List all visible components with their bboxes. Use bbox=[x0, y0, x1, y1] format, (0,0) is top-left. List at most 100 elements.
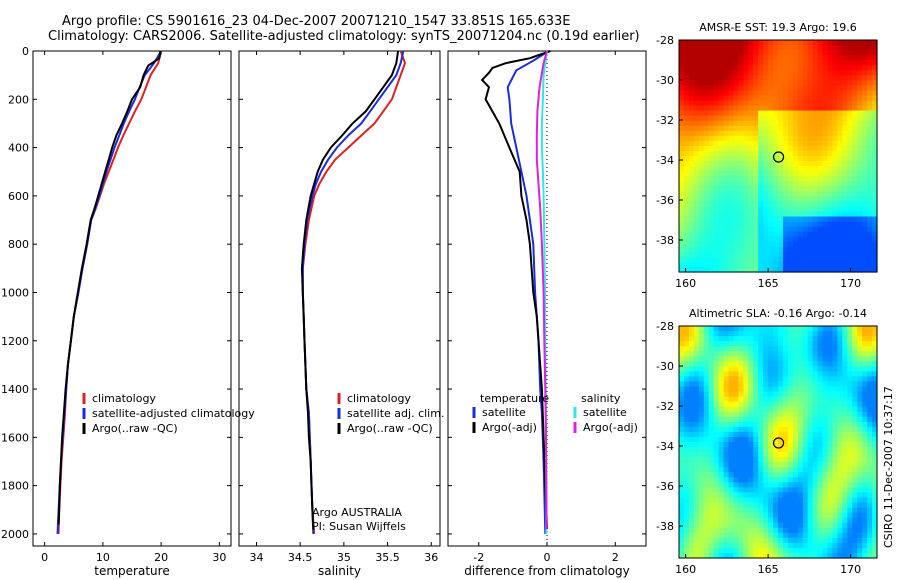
map-cell bbox=[797, 462, 804, 468]
map-cell bbox=[679, 436, 685, 443]
map-cell bbox=[723, 341, 730, 347]
map-cell bbox=[733, 411, 739, 418]
map-cell bbox=[763, 341, 769, 347]
map-cell bbox=[867, 331, 873, 337]
map-cell bbox=[867, 371, 873, 378]
map-cell bbox=[862, 65, 868, 71]
map-cell bbox=[852, 502, 858, 509]
map-title: Altimetric SLA: -0.16 Argo: -0.14 bbox=[689, 307, 867, 320]
map-cell bbox=[753, 502, 759, 509]
map-cell bbox=[817, 211, 824, 218]
map-cell bbox=[733, 497, 739, 504]
map-cell bbox=[847, 497, 853, 504]
map-cell bbox=[847, 166, 853, 172]
map-cell bbox=[778, 391, 784, 398]
map-cell bbox=[852, 436, 858, 443]
map-cell bbox=[713, 447, 720, 453]
map-cell bbox=[703, 211, 710, 218]
map-cell bbox=[857, 266, 863, 273]
map-cell bbox=[797, 226, 804, 233]
map-cell bbox=[807, 191, 814, 197]
map-cell bbox=[683, 336, 690, 342]
map-cell bbox=[812, 231, 819, 238]
map-cell bbox=[817, 537, 824, 544]
map-cell bbox=[857, 447, 863, 453]
map-cell bbox=[817, 226, 824, 233]
map-cell bbox=[703, 181, 710, 187]
map-cell bbox=[792, 411, 799, 418]
map-cell bbox=[778, 462, 784, 468]
map-cell bbox=[753, 261, 759, 268]
map-cell bbox=[822, 211, 829, 218]
map-cell bbox=[837, 75, 843, 81]
map-cell bbox=[778, 416, 784, 423]
map-cell bbox=[693, 341, 700, 347]
map-cell bbox=[802, 125, 809, 132]
map-cell bbox=[758, 145, 764, 152]
map-cell bbox=[867, 166, 873, 172]
map-cell bbox=[787, 231, 794, 238]
map-cell bbox=[837, 472, 843, 478]
map-cell bbox=[718, 431, 725, 438]
map-cell bbox=[773, 411, 779, 418]
map-cell bbox=[842, 386, 848, 393]
map-cell bbox=[822, 482, 829, 488]
x-tick-label: 170 bbox=[840, 563, 861, 576]
map-cell bbox=[787, 527, 794, 534]
map-cell bbox=[787, 45, 794, 51]
map-cell bbox=[698, 110, 705, 117]
map-cell bbox=[738, 261, 744, 268]
map-cell bbox=[679, 181, 685, 187]
map-cell bbox=[758, 467, 764, 473]
map-cell bbox=[832, 125, 838, 132]
map-cell bbox=[733, 181, 739, 187]
x-tick-label: 165 bbox=[758, 277, 779, 290]
map-cell bbox=[728, 396, 735, 403]
map-cell bbox=[773, 130, 779, 137]
map-cell bbox=[778, 85, 784, 92]
map-cell bbox=[738, 346, 744, 352]
map-cell bbox=[872, 426, 878, 433]
map-cell bbox=[708, 236, 715, 243]
map-cell bbox=[758, 381, 764, 388]
map-cell bbox=[812, 130, 819, 137]
map-cell bbox=[758, 457, 764, 463]
map-cell bbox=[683, 161, 690, 167]
map-cell bbox=[738, 391, 744, 398]
map-cell bbox=[832, 231, 838, 238]
map-cell bbox=[768, 115, 774, 122]
map-cell bbox=[708, 145, 715, 152]
map-cell bbox=[753, 115, 759, 122]
map-cell bbox=[753, 156, 759, 162]
map-cell bbox=[753, 236, 759, 243]
map-cell bbox=[832, 542, 838, 549]
map-cell bbox=[807, 45, 814, 51]
map-cell bbox=[723, 391, 730, 398]
map-cell bbox=[827, 341, 834, 347]
map-cell bbox=[688, 547, 695, 554]
map-cell bbox=[862, 457, 868, 463]
map-cell bbox=[733, 406, 739, 413]
map-cell bbox=[753, 381, 759, 388]
map-cell bbox=[738, 176, 744, 182]
map-cell bbox=[683, 371, 690, 378]
map-cell bbox=[857, 487, 863, 494]
map-cell bbox=[748, 206, 754, 213]
map-cell bbox=[713, 371, 720, 378]
map-cell bbox=[778, 110, 784, 117]
map-cell bbox=[822, 436, 829, 443]
map-cell bbox=[802, 70, 809, 76]
map-cell bbox=[698, 326, 705, 332]
map-cell bbox=[758, 166, 764, 172]
y-tick-label: 0 bbox=[22, 45, 29, 58]
y-tick-label: 1200 bbox=[1, 335, 29, 348]
map-cell bbox=[748, 386, 754, 393]
map-cell bbox=[797, 512, 804, 519]
map-cell bbox=[733, 40, 739, 46]
map-cell bbox=[728, 351, 735, 357]
map-cell bbox=[758, 507, 764, 514]
map-cell bbox=[693, 60, 700, 66]
map-cell bbox=[852, 150, 858, 157]
map-cell bbox=[862, 547, 868, 554]
